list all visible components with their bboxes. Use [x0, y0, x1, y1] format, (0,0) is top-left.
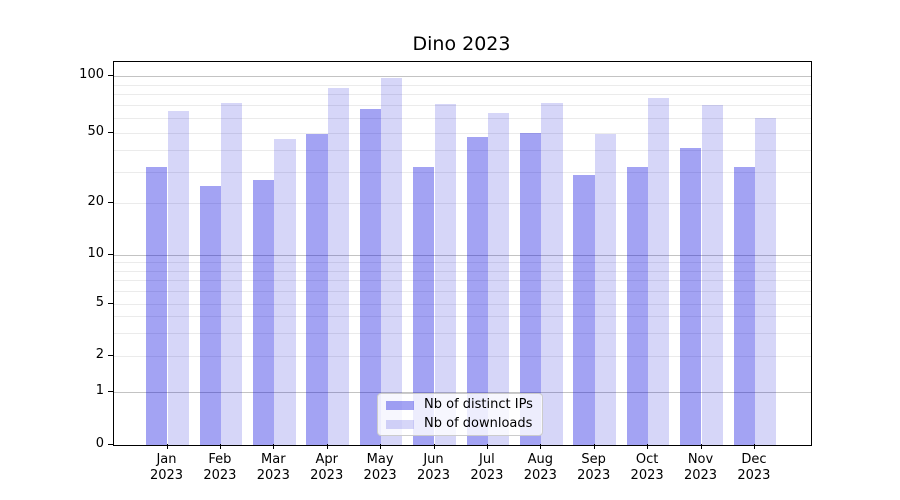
bar-distinct-ips-mar — [252, 180, 275, 445]
y-gridline-minor — [114, 316, 811, 318]
plot-area — [113, 61, 812, 446]
y-tick-mark — [108, 75, 113, 77]
y-tick-mark — [108, 302, 113, 304]
bar-downloads-nov — [701, 105, 723, 445]
bar-distinct-ips-apr — [306, 134, 328, 445]
bar-distinct-ips-dec — [733, 167, 755, 445]
y-tick-label: 20 — [87, 194, 104, 210]
chart-title: Dino 2023 — [412, 33, 511, 55]
x-tick-mark — [593, 444, 595, 449]
y-tick-mark — [108, 444, 113, 446]
y-gridline-minor — [114, 203, 811, 205]
bar-downloads-apr — [327, 87, 350, 445]
x-tick-mark — [273, 444, 275, 449]
bar-downloads-sep — [594, 134, 617, 445]
bar-distinct-ips-jan — [146, 167, 168, 445]
x-tick-mark — [219, 444, 222, 449]
legend-label-distinct-ips: Nb of distinct IPs — [424, 397, 533, 412]
x-tick-label: Feb 2023 — [203, 452, 237, 483]
legend-swatch-distinct-ips — [386, 400, 414, 410]
y-tick-label: 5 — [95, 294, 104, 310]
x-tick-mark — [540, 444, 542, 449]
legend-label-downloads: Nb of downloads — [424, 416, 533, 431]
y-tick-mark — [108, 254, 113, 256]
bar-distinct-ips-jul — [466, 137, 488, 445]
x-tick-mark — [433, 444, 435, 449]
y-gridline-minor — [114, 262, 811, 264]
x-tick-label: Apr 2023 — [310, 452, 344, 483]
y-gridline-minor — [114, 132, 811, 134]
y-tick-mark — [108, 390, 113, 392]
y-gridline-minor — [114, 280, 811, 282]
x-tick-mark — [647, 444, 649, 449]
y-tick-mark — [108, 355, 113, 357]
y-gridline-minor — [114, 290, 811, 292]
x-tick-label: Jun 2023 — [416, 452, 451, 483]
y-gridline-minor — [114, 84, 811, 86]
x-tick-label: Mar 2023 — [256, 452, 290, 483]
bar-downloads-oct — [648, 97, 670, 445]
y-gridline-minor — [114, 356, 811, 357]
y-tick-label: 10 — [87, 246, 104, 261]
bar-downloads-aug — [541, 103, 563, 445]
y-tick-mark — [108, 202, 113, 204]
y-tick-label: 50 — [87, 123, 104, 139]
bar-distinct-ips-jun — [413, 167, 435, 445]
y-gridline-major — [114, 255, 811, 256]
x-tick-label: Oct 2023 — [630, 452, 664, 483]
bar-distinct-ips-sep — [573, 174, 595, 445]
y-tick-label: 2 — [95, 347, 104, 362]
y-tick-label: 100 — [79, 67, 104, 83]
y-gridline-major — [114, 391, 811, 393]
x-tick-label: Jul 2023 — [470, 452, 504, 483]
bar-downloads-feb — [220, 103, 243, 445]
x-tick-label: Dec 2023 — [737, 452, 771, 483]
y-gridline-minor — [114, 172, 811, 174]
x-tick-label: Nov 2023 — [683, 452, 718, 483]
y-gridline-minor — [114, 105, 811, 107]
x-tick-mark — [700, 444, 702, 449]
legend-item-distinct-ips: Nb of distinct IPs — [386, 397, 534, 413]
legend-swatch-downloads — [386, 419, 414, 429]
x-tick-label: May 2023 — [363, 452, 397, 483]
x-tick-mark — [380, 444, 382, 449]
y-tick-label: 0 — [95, 436, 104, 451]
x-tick-mark — [166, 444, 168, 449]
bar-downloads-may — [381, 77, 403, 445]
bar-distinct-ips-oct — [626, 167, 649, 445]
legend-item-downloads: Nb of downloads — [386, 416, 534, 432]
bar-downloads-jul — [487, 112, 510, 445]
x-tick-label: Aug 2023 — [523, 452, 557, 483]
y-gridline-minor — [114, 149, 811, 151]
bar-distinct-ips-may — [359, 108, 382, 445]
y-gridline-minor — [114, 94, 811, 96]
y-tick-label: 1 — [95, 382, 104, 398]
x-tick-label: Sep 2023 — [577, 452, 611, 483]
x-tick-mark — [753, 444, 756, 449]
legend: Nb of distinct IPs Nb of downloads — [377, 393, 543, 436]
bar-distinct-ips-nov — [680, 147, 702, 445]
y-gridline-minor — [114, 117, 811, 119]
bar-downloads-jan — [167, 111, 189, 445]
bar-downloads-mar — [274, 139, 296, 445]
x-tick-label: Jan 2023 — [149, 452, 184, 483]
y-tick-mark — [108, 131, 113, 133]
bar-downloads-jun — [434, 104, 456, 445]
y-gridline-minor — [114, 332, 811, 334]
y-gridline-minor — [114, 303, 811, 305]
bar-distinct-ips-aug — [519, 132, 542, 445]
bar-distinct-ips-feb — [199, 186, 221, 445]
y-gridline-minor — [114, 270, 811, 272]
bar-downloads-dec — [754, 117, 777, 445]
x-tick-mark — [486, 444, 489, 449]
x-tick-mark — [326, 444, 328, 449]
y-gridline-major — [114, 76, 811, 78]
